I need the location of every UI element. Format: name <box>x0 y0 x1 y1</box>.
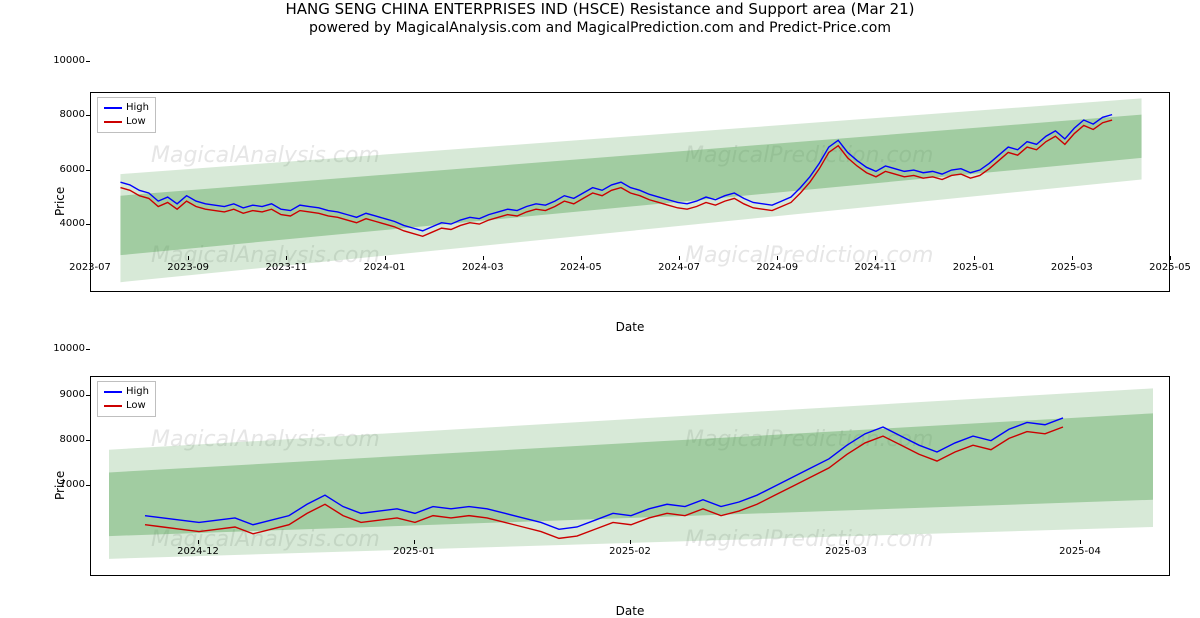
legend-swatch <box>104 121 122 123</box>
legend-item: Low <box>104 115 149 129</box>
x-axis-label: Date <box>90 320 1170 334</box>
legend-swatch <box>104 107 122 109</box>
legend-label: High <box>126 101 149 115</box>
y-tick-label: 9000 <box>45 389 85 400</box>
x-tick-label: 2023-11 <box>256 262 316 273</box>
x-tick-label: 2024-07 <box>649 262 709 273</box>
y-tick-label: 4000 <box>45 218 85 229</box>
x-tick-label: 2025-01 <box>944 262 1004 273</box>
y-tick-label: 10000 <box>45 55 85 66</box>
legend: HighLow <box>97 381 156 417</box>
x-tick-label: 2025-03 <box>1042 262 1102 273</box>
y-tick-label: 6000 <box>45 164 85 175</box>
x-tick-label: 2024-01 <box>355 262 415 273</box>
x-tick-label: 2024-11 <box>845 262 905 273</box>
x-tick-label: 2023-09 <box>158 262 218 273</box>
y-tick-label: 8000 <box>45 434 85 445</box>
x-tick-label: 2024-12 <box>168 546 228 557</box>
legend-label: High <box>126 385 149 399</box>
upper-chart-svg <box>91 93 1170 292</box>
legend-swatch <box>104 405 122 407</box>
x-tick-label: 2025-01 <box>384 546 444 557</box>
x-tick-label: 2024-05 <box>551 262 611 273</box>
legend-item: High <box>104 101 149 115</box>
legend-label: Low <box>126 399 146 413</box>
legend-swatch <box>104 391 122 393</box>
x-tick-label: 2025-04 <box>1050 546 1110 557</box>
legend: HighLow <box>97 97 156 133</box>
chart-title: HANG SENG CHINA ENTERPRISES IND (HSCE) R… <box>0 0 1200 18</box>
y-tick-label: 7000 <box>45 479 85 490</box>
legend-label: Low <box>126 115 146 129</box>
y-tick-label: 8000 <box>45 109 85 120</box>
x-axis-label: Date <box>90 604 1170 618</box>
y-tick-label: 10000 <box>45 343 85 354</box>
chart-subtitle: powered by MagicalAnalysis.com and Magic… <box>0 20 1200 36</box>
legend-item: High <box>104 385 149 399</box>
x-tick-label: 2024-03 <box>453 262 513 273</box>
legend-item: Low <box>104 399 149 413</box>
x-tick-label: 2025-02 <box>600 546 660 557</box>
x-tick-label: 2024-09 <box>747 262 807 273</box>
x-tick-label: 2025-03 <box>816 546 876 557</box>
x-tick-label: 2025-05 <box>1140 262 1200 273</box>
upper-plot-area: MagicalAnalysis.com MagicalPrediction.co… <box>90 92 1170 292</box>
x-tick-label: 2023-07 <box>60 262 120 273</box>
y-axis-label: Price <box>53 450 67 500</box>
